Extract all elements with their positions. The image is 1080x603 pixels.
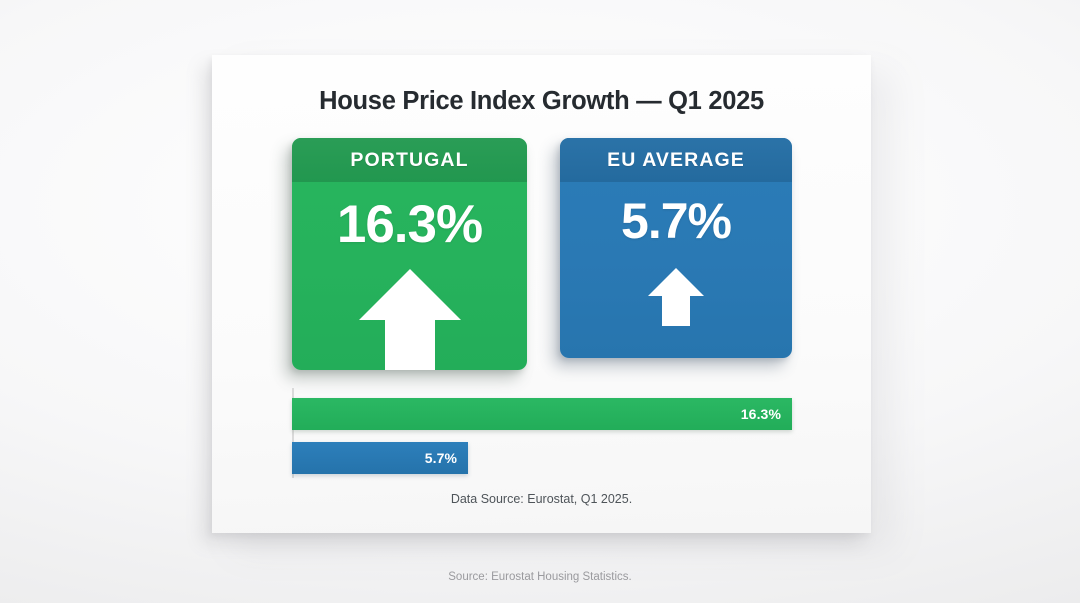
arrow-wrap-portugal: [292, 267, 527, 370]
bar-value-label-portugal: 16.3%: [740, 406, 781, 422]
infographic-panel: House Price Index Growth — Q1 2025 PORTU…: [212, 55, 871, 533]
arrow-up-icon: [357, 267, 463, 370]
bar-value-label-eu-average: 5.7%: [424, 450, 457, 466]
stat-card-header-portugal: PORTUGAL: [292, 138, 527, 182]
data-source-caption: Data Source: Eurostat, Q1 2025.: [450, 492, 633, 506]
page-source-note: Source: Eurostat Housing Statistics.: [448, 571, 632, 583]
stat-card-eu-average[interactable]: EU AVERAGE 5.7%: [560, 138, 792, 358]
bar-chart: 16.3% 5.7%: [292, 388, 792, 478]
stat-card-label-portugal: PORTUGAL: [350, 148, 469, 171]
stat-card-value-portugal: 16.3%: [336, 195, 483, 254]
stat-card-group: PORTUGAL 16.3% EU AVERAGE 5.7%: [292, 138, 792, 370]
arrow-wrap-eu-average: [560, 266, 792, 328]
stat-card-label-eu-average: EU AVERAGE: [607, 148, 745, 171]
bar-portugal[interactable]: 16.3%: [292, 398, 792, 430]
stat-card-portugal[interactable]: PORTUGAL 16.3%: [292, 138, 527, 370]
stat-card-header-eu-average: EU AVERAGE: [560, 138, 792, 182]
page-title: House Price Index Growth — Q1 2025: [319, 87, 764, 115]
bar-eu-average[interactable]: 5.7%: [292, 442, 468, 474]
arrow-up-icon: [646, 266, 706, 328]
stat-card-value-eu-average: 5.7%: [621, 193, 732, 249]
chart-baseline-axis: [292, 388, 294, 478]
